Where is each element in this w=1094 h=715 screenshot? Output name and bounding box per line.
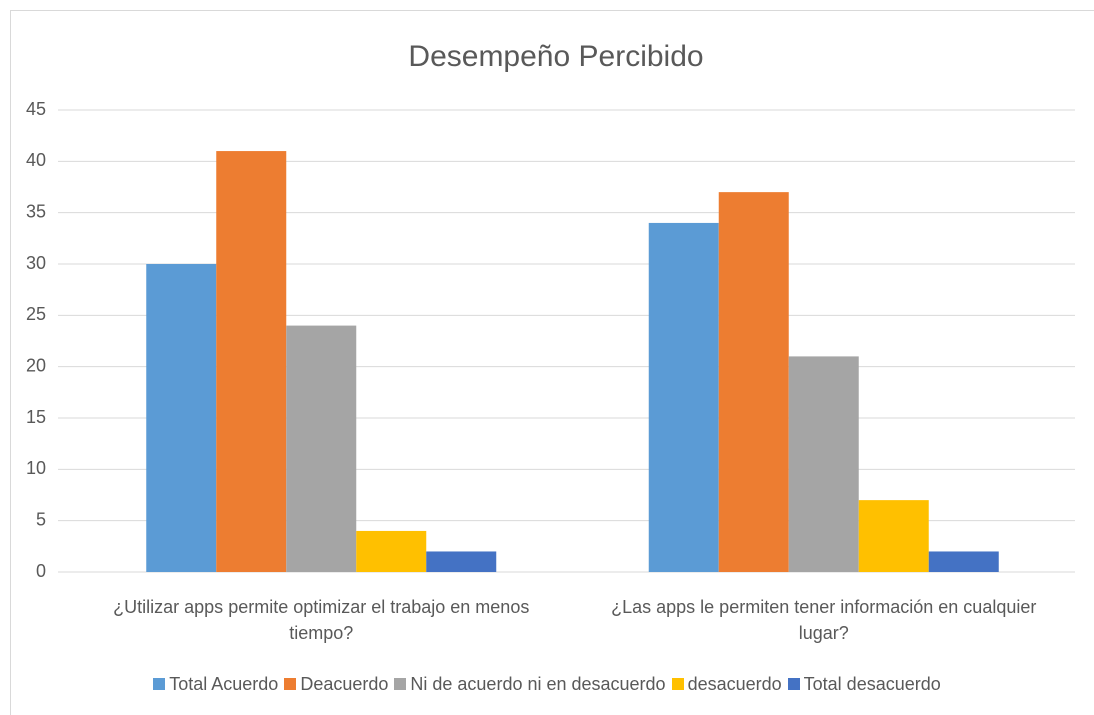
y-tick-label: 0 [36,561,46,581]
y-tick-label: 25 [26,304,46,324]
legend-swatch [787,678,800,690]
legend-swatch [284,678,297,690]
legend-label: Ni de acuerdo ni en desacuerdo [410,674,666,694]
bar [718,192,789,572]
x-tick-label: ¿Las apps le permiten tener información … [611,597,1037,643]
legend: Total Acuerdo Deacuerdo Ni de acuerdo ni e… [0,674,1094,695]
legend-label: Total Acuerdo [169,674,279,694]
y-tick-label: 45 [26,99,46,119]
y-tick-label: 20 [26,355,46,375]
legend-item: Ni de acuerdo ni en desacuerdo [394,674,666,695]
y-tick-label: 35 [26,201,46,221]
legend-label: Total desacuerdo [803,674,941,694]
bar [216,151,287,573]
x-tick-label: ¿Utilizar apps permite optimizar el trab… [113,597,530,643]
legend-item: Deacuerdo [284,674,388,695]
bar [146,264,217,572]
bar [928,551,999,572]
y-tick-label: 10 [26,458,46,478]
chart-border [10,10,1094,715]
legend-item: Total desacuerdo [787,674,941,695]
legend-swatch [671,678,684,690]
legend-swatch [153,678,166,690]
bar [858,500,929,572]
y-tick-label: 5 [36,509,46,529]
bar [356,530,427,572]
bar [286,325,357,572]
y-tick-label: 30 [26,253,46,273]
bar [426,551,497,572]
chart-title: Desempeño Percibido [408,40,703,73]
y-tick-label: 40 [26,150,46,170]
legend-item: desacuerdo [671,674,782,695]
y-tick-label: 15 [26,407,46,427]
bar [788,356,859,572]
legend-label: Deacuerdo [300,674,389,694]
bar [648,222,719,572]
legend-swatch [394,678,407,690]
legend-item: Total Acuerdo [153,674,278,695]
legend-label: desacuerdo [687,674,782,694]
